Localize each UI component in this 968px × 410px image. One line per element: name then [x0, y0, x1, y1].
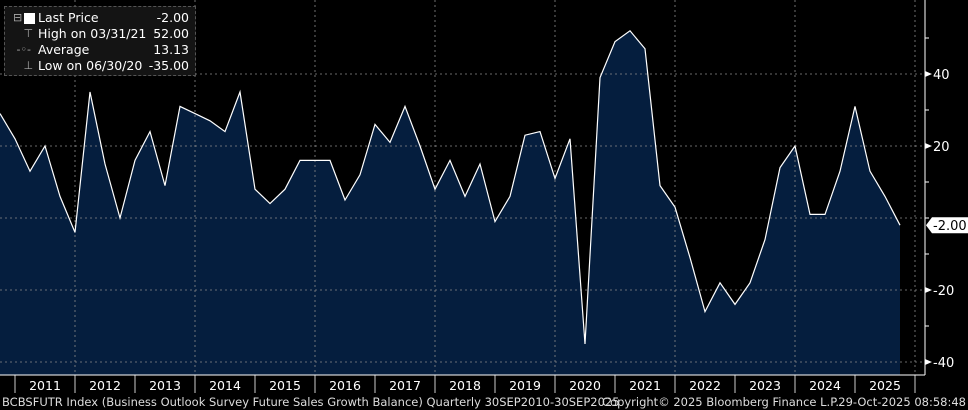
- collapse-box-icon[interactable]: ⊟: [13, 11, 23, 24]
- footer-copyright: Copyright© 2025 Bloomberg Finance L.P.: [602, 395, 839, 409]
- legend-item-high[interactable]: ⊤ High on 03/31/21 52.00: [5, 26, 195, 42]
- area-fill: [0, 30, 900, 376]
- x-tick-label: 2018: [449, 378, 481, 393]
- y-tick-arrow: [925, 359, 932, 365]
- x-tick-label: 2013: [149, 378, 181, 393]
- low-marker-icon: ⊥: [13, 59, 34, 72]
- x-tick-label: 2024: [809, 378, 841, 393]
- high-marker-icon: ⊤: [13, 27, 34, 40]
- x-tick-label: 2025: [869, 378, 901, 393]
- footer-timestamp: 29-Oct-2025 08:58:48: [838, 395, 966, 409]
- x-tick-label: 2017: [389, 378, 421, 393]
- x-tick-label: 2015: [269, 378, 301, 393]
- legend-item-low[interactable]: ⊥ Low on 06/30/20 -35.00: [5, 58, 195, 74]
- x-tick-label: 2019: [509, 378, 541, 393]
- legend-label: High on 03/31/21: [38, 26, 147, 41]
- y-tick-arrow: [925, 71, 932, 77]
- x-tick-label: 2022: [689, 378, 721, 393]
- x-tick-label: 2012: [89, 378, 121, 393]
- legend: ⊟ Last Price -2.00 ⊤ High on 03/31/21 52…: [4, 6, 196, 76]
- x-tick-label: 2023: [749, 378, 781, 393]
- y-tick-label: -20: [933, 284, 954, 299]
- x-tick-label: 2020: [569, 378, 601, 393]
- legend-value: -2.00: [156, 10, 189, 25]
- legend-label: Last Price: [38, 10, 99, 25]
- y-tick-label: 20: [933, 140, 950, 155]
- legend-item-last-price[interactable]: ⊟ Last Price -2.00: [5, 10, 195, 26]
- x-tick-label: 2011: [29, 378, 61, 393]
- legend-value: 52.00: [153, 26, 189, 41]
- legend-label: Average: [38, 42, 90, 57]
- legend-label: Low on 06/30/20: [38, 58, 143, 73]
- legend-value: -35.00: [148, 58, 189, 73]
- legend-item-average[interactable]: -◦- Average 13.13: [5, 42, 195, 58]
- last-value-label: -2.00: [933, 219, 967, 234]
- legend-value: 13.13: [153, 42, 189, 57]
- y-tick-label: -40: [933, 356, 954, 371]
- x-tick-label: 2021: [629, 378, 661, 393]
- y-tick-arrow: [925, 287, 932, 293]
- y-tick-arrow: [925, 143, 932, 149]
- footer-description: BCBSFUTR Index (Business Outlook Survey …: [2, 395, 620, 409]
- y-tick-label: 40: [933, 68, 950, 83]
- last-value-tag: [926, 217, 968, 234]
- x-tick-label: 2014: [209, 378, 241, 393]
- average-marker-icon: -◦-: [13, 43, 31, 56]
- series-swatch: [24, 13, 35, 24]
- x-tick-label: 2016: [329, 378, 361, 393]
- series-line: [0, 29, 901, 345]
